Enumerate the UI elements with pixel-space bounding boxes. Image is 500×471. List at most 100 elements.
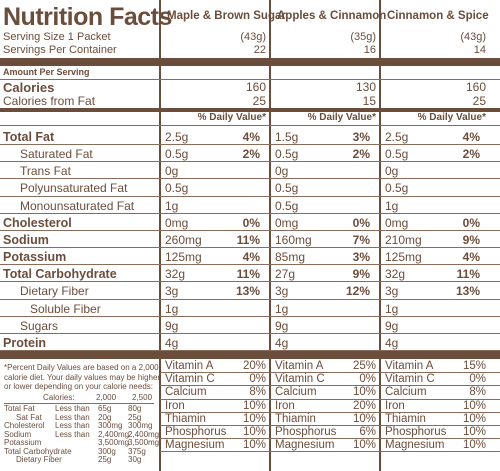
footnote-cell: 300g — [98, 446, 116, 456]
daily-value-percent: 4% — [462, 250, 480, 265]
nutrient-value: 125mg — [385, 250, 422, 265]
vitamin-label: Thiamin — [275, 412, 316, 425]
vitamin-divider — [160, 438, 500, 440]
vitamin-value: 10% — [242, 439, 266, 452]
daily-value-percent: 4% — [242, 250, 260, 265]
vitamin-label: Thiamin — [385, 412, 426, 425]
footnote-cell: Sodium — [4, 429, 32, 439]
vitamin-value: 25% — [352, 360, 376, 372]
vitamin-value: 0% — [469, 373, 486, 386]
daily-value-percent: 9% — [462, 232, 480, 247]
column-divider — [379, 0, 381, 471]
vitamin-value: 0% — [359, 373, 376, 386]
nutrient-value: 27g — [275, 267, 296, 282]
daily-value-header: % Daily Value* — [197, 112, 266, 123]
vitamin-label: Calcium — [275, 386, 317, 399]
nutrient-label: Cholesterol — [3, 215, 72, 230]
nutrient-value: 0.5g — [385, 147, 409, 162]
vitamin-value: 10% — [462, 412, 486, 425]
vitamin-divider — [160, 411, 500, 413]
nutrient-value: 0mg — [275, 215, 299, 230]
column-divider — [269, 0, 271, 471]
nutrient-value: 0.5g — [385, 181, 409, 196]
calories-from-fat-label: Calories from Fat — [3, 94, 96, 108]
vitamin-divider — [160, 385, 500, 387]
vitamin-label: Iron — [385, 399, 405, 412]
vitamin-label: Vitamin C — [165, 373, 215, 386]
servings-value: 22 — [253, 44, 266, 56]
nutrient-value: 260mg — [165, 232, 202, 247]
daily-value-percent: 13% — [235, 284, 260, 299]
nutrient-label: Saturated Fat — [20, 147, 93, 162]
row-divider — [0, 229, 500, 231]
footnote-cell: 300mg — [98, 421, 123, 430]
daily-value-percent: 2% — [242, 147, 260, 162]
daily-value-percent: 4% — [242, 130, 260, 144]
footnote-cell: 375g — [128, 446, 146, 456]
footnote-cell: Dietary Fiber — [16, 455, 62, 464]
footnote-cell: 80g — [128, 404, 142, 413]
footnote-cell: 2,400mg — [128, 429, 160, 439]
vitamin-divider — [160, 398, 500, 400]
calories-label: Calories — [3, 80, 55, 95]
vitamin-label: Vitamin A — [275, 360, 324, 372]
footnote-cell: 3,500mg — [98, 438, 130, 447]
row-divider — [0, 178, 500, 180]
vitamin-label: Calcium — [385, 386, 427, 399]
nutrient-value: 9g — [165, 318, 179, 333]
nutrient-value: 0.5g — [275, 147, 299, 162]
footnote-divider — [4, 403, 154, 404]
column-header: Apples & Cinnamon — [277, 10, 387, 22]
vitamin-value: 10% — [462, 426, 486, 438]
row-divider — [0, 247, 500, 249]
footnote-cell: 2,400mg — [98, 429, 130, 439]
serving-grams: (35g) — [350, 31, 376, 43]
calories-from-fat-value: 15 — [362, 94, 376, 108]
vitamin-value: 0% — [249, 373, 266, 386]
row-divider — [0, 264, 500, 266]
nutrient-value: 0g — [165, 164, 179, 179]
nutrient-value: 2.5g — [385, 130, 409, 144]
column-header: Maple & Brown Sugar — [167, 10, 286, 22]
daily-value-percent: 11% — [236, 232, 260, 247]
serving-grams: (43g) — [240, 31, 266, 43]
nutrient-value: 4g — [275, 335, 289, 350]
nutrient-value: 85mg — [275, 250, 306, 265]
vitamin-label: Calcium — [165, 386, 207, 399]
footnote-cell: Cholesterol — [4, 421, 45, 430]
nutrient-value: 1g — [165, 301, 179, 316]
divider — [0, 79, 500, 80]
daily-value-percent: 13% — [455, 284, 480, 299]
vitamin-value: 10% — [242, 399, 266, 412]
calories-value: 160 — [245, 80, 266, 94]
footnote-cell: Less than — [55, 421, 90, 430]
vitamin-value: 20% — [352, 399, 376, 412]
servings-per-container-label: Servings Per Container — [3, 44, 117, 56]
nutrient-value: 1g — [385, 301, 399, 316]
daily-value-percent: 11% — [456, 267, 480, 282]
footnote-cell: Total Fat — [4, 404, 35, 413]
nutrient-label: Soluble Fiber — [30, 301, 101, 316]
footnote-cell: 300mg — [128, 421, 153, 430]
nutrient-value: 4g — [385, 335, 399, 350]
row-divider — [0, 195, 500, 197]
daily-value-header: % Daily Value* — [417, 112, 486, 123]
divider-thick — [0, 108, 500, 112]
vitamin-label: Phosphorus — [275, 426, 337, 438]
nutrient-label: Dietary Fiber — [20, 284, 89, 299]
column-header: Cinnamon & Spice — [387, 10, 489, 22]
footnote-header: Calories: — [43, 393, 75, 402]
serving-grams: (43g) — [460, 31, 486, 43]
vitamin-value: 10% — [242, 412, 266, 425]
row-divider — [0, 144, 500, 146]
amount-per-serving-label: Amount Per Serving — [3, 67, 90, 77]
vitamin-label: Vitamin A — [385, 360, 434, 372]
vitamin-value: 8% — [249, 386, 266, 399]
footnote-header: 2,500 — [132, 393, 153, 402]
nutrient-value: 1g — [385, 198, 399, 213]
nutrient-label: Sugars — [20, 318, 59, 333]
footnote-cell: 65g — [98, 404, 112, 413]
vitamin-value: 10% — [352, 386, 376, 399]
title: Nutrition Facts — [3, 3, 172, 31]
nutrient-label: Total Fat — [3, 130, 55, 144]
